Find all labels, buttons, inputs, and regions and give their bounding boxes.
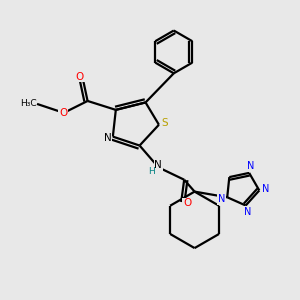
Text: N: N — [103, 133, 111, 143]
Text: O: O — [183, 199, 191, 208]
Text: S: S — [161, 118, 168, 128]
Text: N: N — [218, 194, 225, 204]
Text: N: N — [247, 161, 254, 171]
Text: N: N — [154, 160, 162, 170]
Text: N: N — [244, 207, 251, 217]
Text: O: O — [75, 72, 84, 82]
Text: N: N — [262, 184, 269, 194]
Text: H₃C: H₃C — [20, 99, 37, 108]
Text: O: O — [59, 108, 67, 118]
Text: H: H — [148, 167, 155, 176]
